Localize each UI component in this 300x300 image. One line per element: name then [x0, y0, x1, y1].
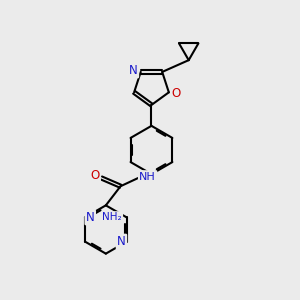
Text: NH: NH: [139, 172, 156, 182]
Text: N: N: [86, 211, 94, 224]
Text: N: N: [117, 235, 126, 248]
Text: NH₂: NH₂: [102, 212, 122, 222]
Text: N: N: [129, 64, 138, 77]
Text: O: O: [90, 169, 100, 182]
Text: O: O: [172, 87, 181, 100]
